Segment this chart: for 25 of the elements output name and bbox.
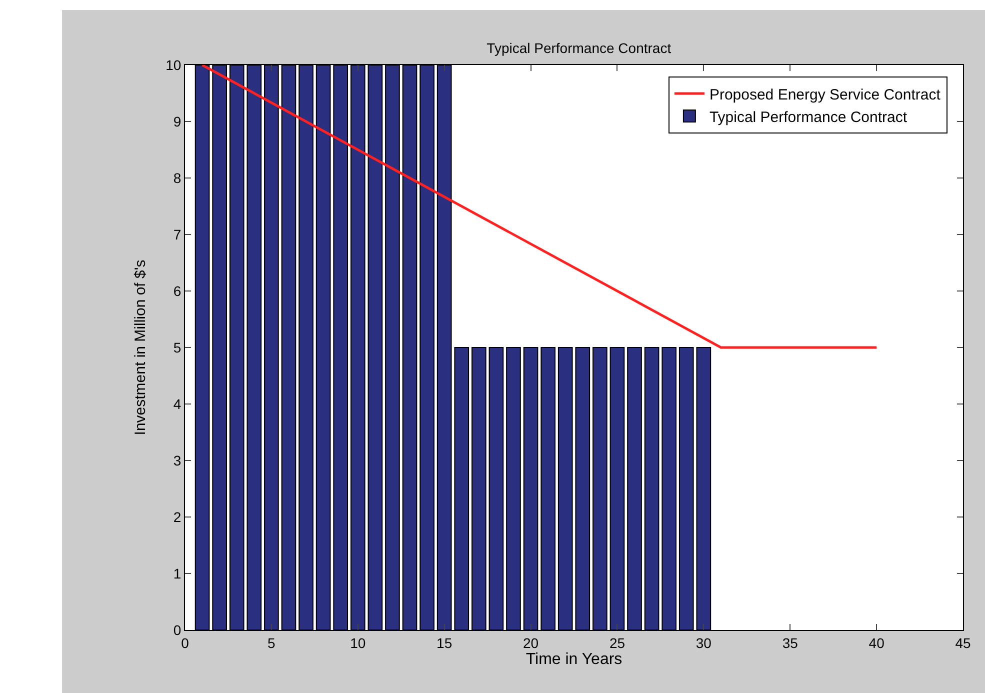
y-axis-title: Investment in Million of $'s [132,260,149,436]
y-tick-label: 7 [173,226,182,242]
y-tick-label: 5 [173,339,182,356]
y-tick-label: 3 [173,452,182,468]
x-tick-label: 20 [522,634,539,651]
x-tick-label: 35 [782,634,798,651]
x-tick-label: 30 [696,634,712,651]
y-tick-label: 8 [173,170,182,186]
y-tick-label: 4 [173,396,182,412]
x-tick-label: 40 [868,634,885,651]
y-tick-label: 0 [173,622,182,638]
x-tick-label: 10 [350,634,366,651]
chart-title: Typical Performance Contract [486,40,672,56]
y-tick-label: 1 [173,565,182,582]
y-tick-label: 10 [166,56,182,73]
y-tick-label: 9 [173,113,182,130]
legend-label: Proposed Energy Service Contract [709,86,942,104]
x-tick-label: 5 [268,634,276,651]
x-tick-label: 45 [955,634,971,651]
x-axis-title: Time in Years [526,650,622,668]
y-tick-label: 2 [173,508,182,525]
x-tick-label: 25 [609,634,626,651]
x-tick-label: 15 [436,634,452,651]
legend-label: Typical Performance Contract [709,108,908,126]
y-tick-label: 6 [173,282,182,299]
